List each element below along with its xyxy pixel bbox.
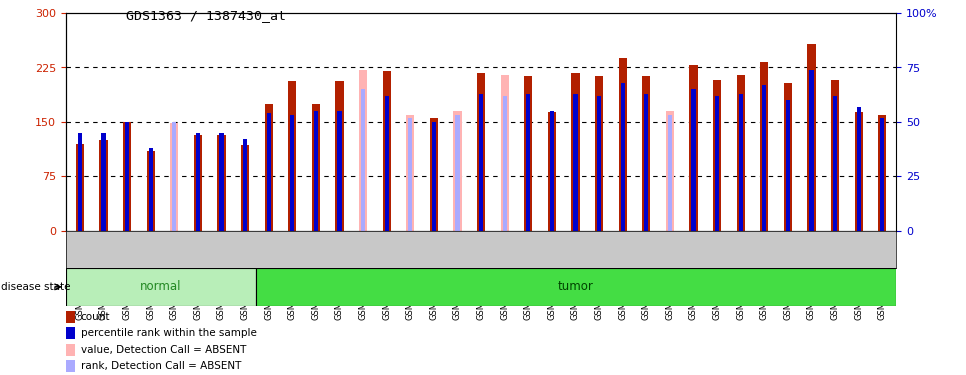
- Bar: [241, 145, 249, 231]
- Bar: [666, 111, 674, 231]
- Bar: [66, 344, 75, 355]
- Bar: [574, 94, 578, 231]
- Text: percentile rank within the sample: percentile rank within the sample: [80, 328, 256, 338]
- Bar: [337, 111, 342, 231]
- Bar: [548, 112, 556, 231]
- Bar: [66, 360, 75, 372]
- Bar: [502, 96, 507, 231]
- Bar: [409, 117, 412, 231]
- Bar: [196, 133, 200, 231]
- Bar: [335, 81, 344, 231]
- Bar: [736, 75, 745, 231]
- Bar: [857, 106, 861, 231]
- Bar: [762, 85, 766, 231]
- Bar: [170, 123, 179, 231]
- Bar: [77, 133, 82, 231]
- Bar: [66, 327, 75, 339]
- Bar: [783, 84, 792, 231]
- Bar: [855, 112, 863, 231]
- Bar: [149, 148, 153, 231]
- Bar: [644, 94, 648, 231]
- Bar: [597, 96, 601, 231]
- Bar: [265, 104, 272, 231]
- Bar: [217, 135, 226, 231]
- Bar: [642, 76, 650, 231]
- Bar: [383, 71, 391, 231]
- Bar: [785, 100, 790, 231]
- Bar: [880, 117, 885, 231]
- Bar: [831, 80, 839, 231]
- Bar: [194, 135, 202, 231]
- Bar: [101, 133, 105, 231]
- Bar: [692, 89, 696, 231]
- Text: count: count: [80, 312, 110, 322]
- Bar: [147, 151, 155, 231]
- Bar: [453, 111, 462, 231]
- Bar: [571, 73, 580, 231]
- Bar: [477, 73, 485, 231]
- Bar: [878, 115, 887, 231]
- Bar: [267, 113, 270, 231]
- Bar: [430, 118, 438, 231]
- Bar: [713, 80, 722, 231]
- Bar: [359, 70, 367, 231]
- Bar: [690, 65, 697, 231]
- Text: value, Detection Call = ABSENT: value, Detection Call = ABSENT: [80, 345, 246, 355]
- Bar: [833, 96, 838, 231]
- Bar: [290, 116, 295, 231]
- Bar: [808, 44, 815, 231]
- Text: GDS1363 / 1387430_at: GDS1363 / 1387430_at: [126, 9, 286, 22]
- Bar: [455, 116, 460, 231]
- Bar: [432, 122, 436, 231]
- Bar: [810, 70, 813, 231]
- Text: normal: normal: [140, 280, 182, 293]
- Bar: [125, 122, 129, 231]
- Bar: [99, 140, 107, 231]
- Bar: [760, 62, 768, 231]
- Bar: [715, 96, 720, 231]
- Bar: [312, 105, 320, 231]
- Bar: [256, 268, 896, 306]
- Bar: [288, 81, 297, 231]
- Bar: [361, 89, 365, 231]
- Text: disease state: disease state: [1, 282, 71, 292]
- Bar: [550, 111, 554, 231]
- Bar: [618, 58, 627, 231]
- Bar: [75, 144, 84, 231]
- Bar: [66, 311, 75, 323]
- Bar: [620, 83, 625, 231]
- Text: rank, Detection Call = ABSENT: rank, Detection Call = ABSENT: [80, 361, 241, 371]
- Bar: [739, 94, 743, 231]
- Bar: [525, 76, 532, 231]
- Bar: [500, 75, 509, 231]
- Bar: [668, 116, 672, 231]
- Bar: [242, 139, 247, 231]
- Bar: [314, 111, 318, 231]
- Bar: [172, 122, 177, 231]
- Bar: [526, 94, 530, 231]
- Bar: [66, 268, 256, 306]
- Bar: [406, 115, 414, 231]
- Bar: [479, 94, 483, 231]
- Bar: [595, 76, 603, 231]
- Bar: [219, 133, 223, 231]
- Bar: [123, 122, 131, 231]
- Text: tumor: tumor: [558, 280, 594, 293]
- Bar: [384, 96, 388, 231]
